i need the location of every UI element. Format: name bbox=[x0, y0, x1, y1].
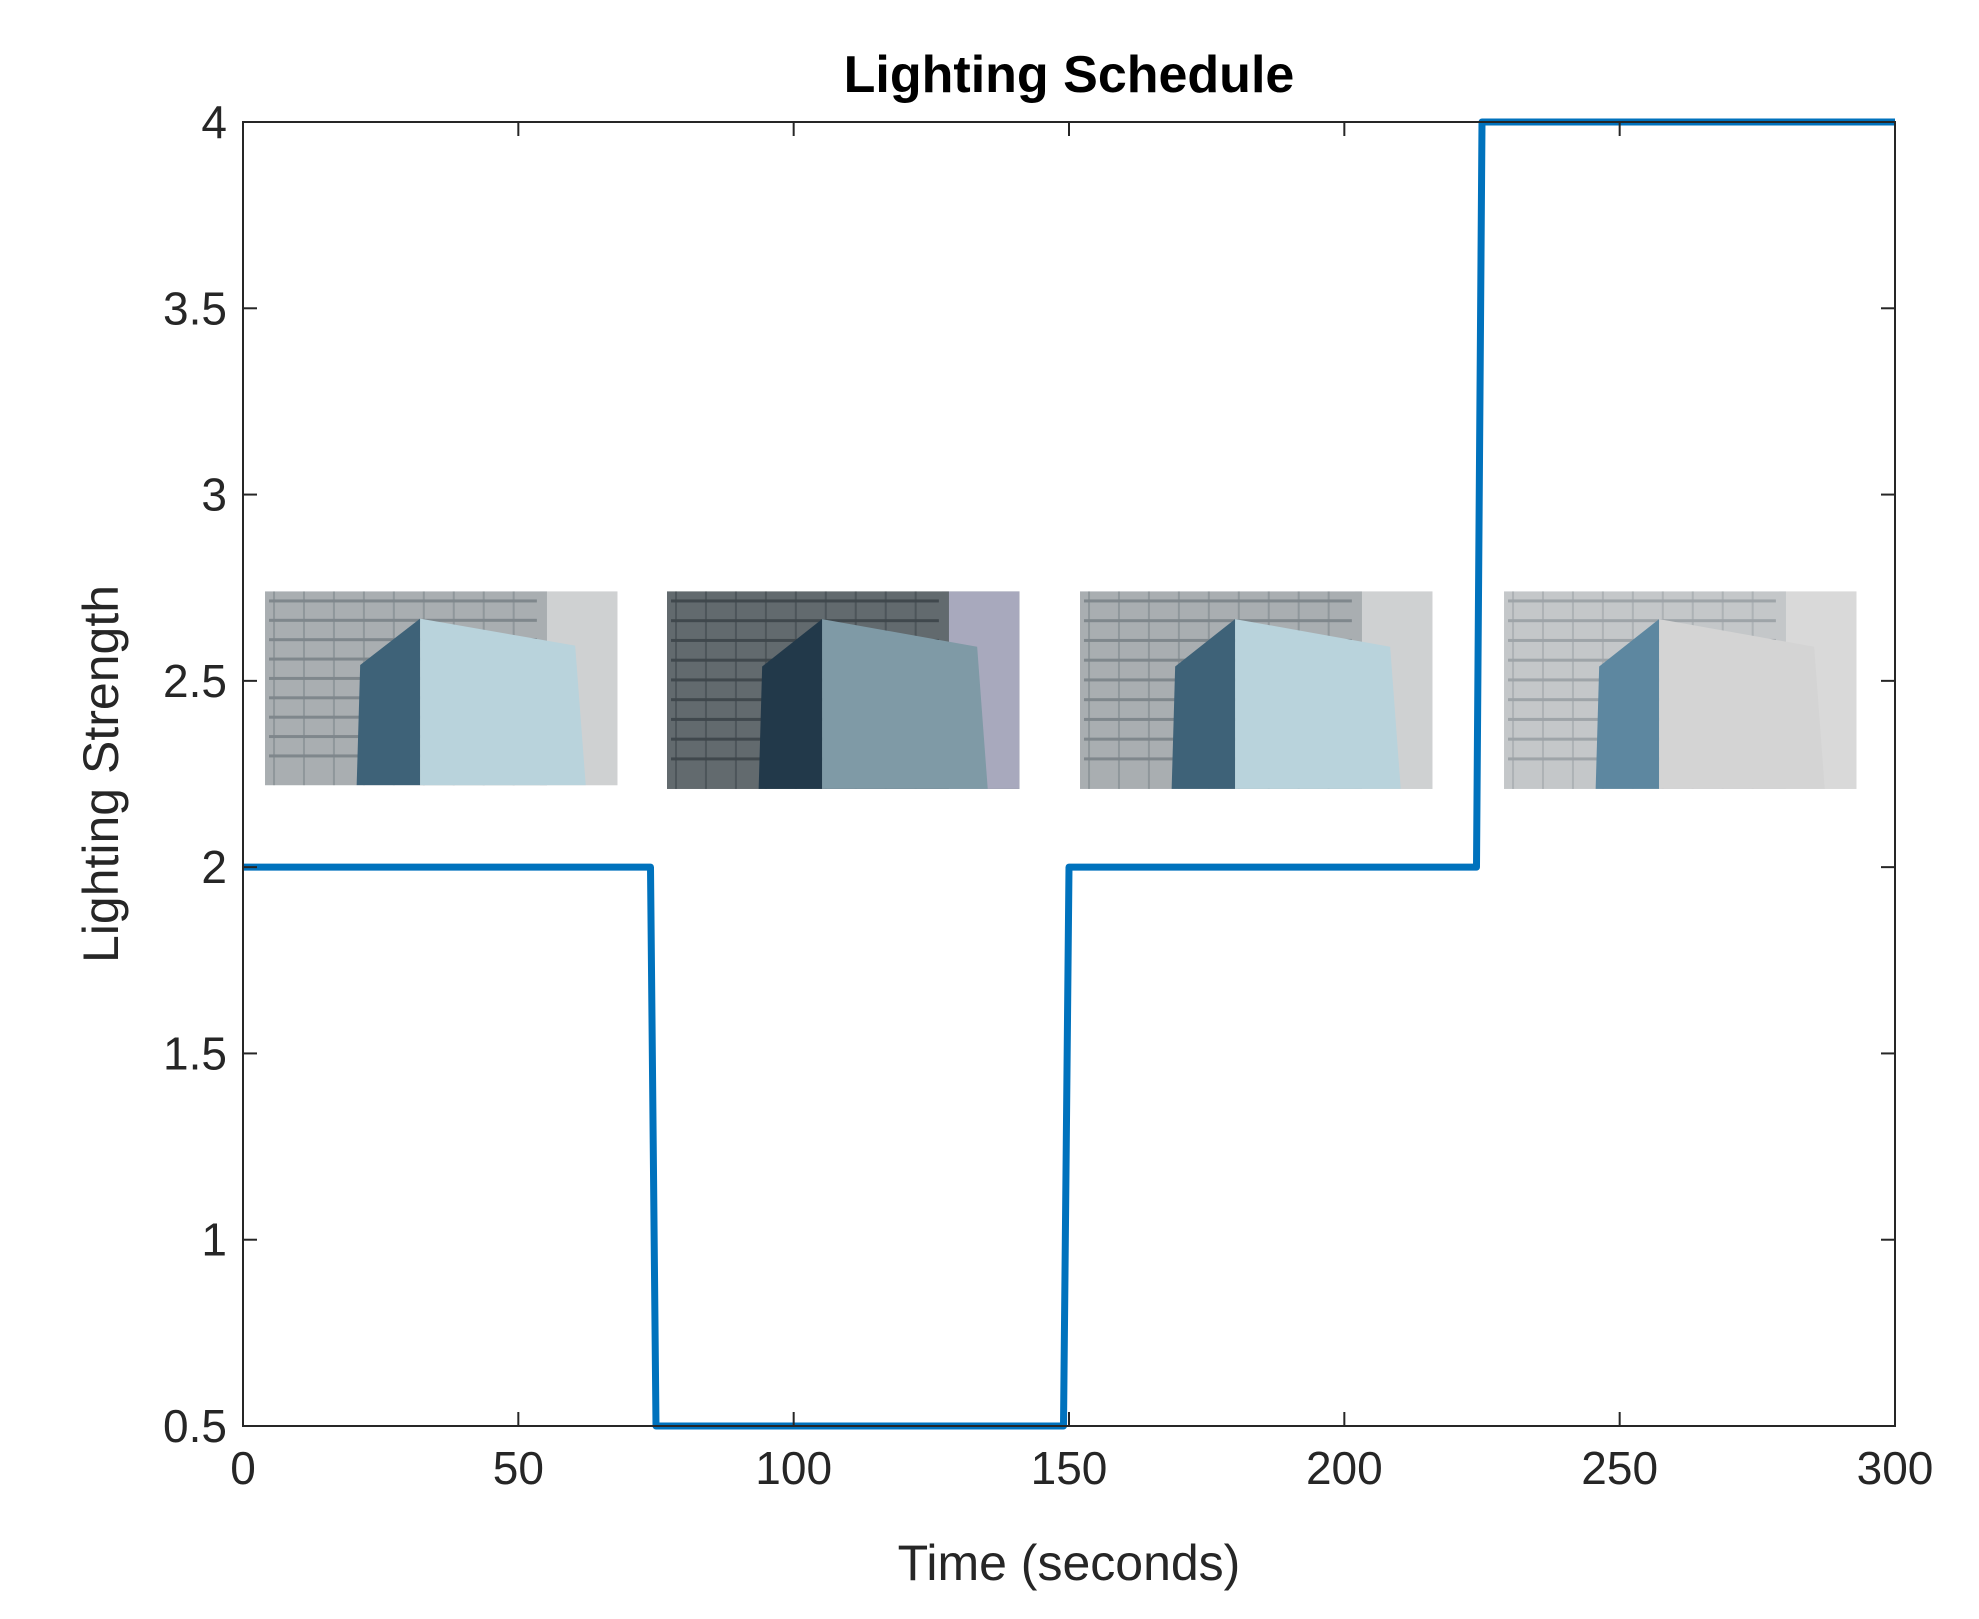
inset-cube-front bbox=[1235, 619, 1401, 789]
inset-window-col bbox=[1571, 591, 1574, 789]
inset-cube-front bbox=[822, 619, 988, 789]
inset-window-row bbox=[671, 599, 939, 603]
inset-photo-4 bbox=[1504, 591, 1857, 789]
inset-cube-side bbox=[758, 619, 823, 789]
y-tick-label: 2 bbox=[201, 841, 227, 893]
inset-cube-side bbox=[1595, 619, 1660, 789]
inset-window-col bbox=[1088, 591, 1091, 789]
y-tick-label: 3.5 bbox=[163, 282, 227, 334]
inset-window-col bbox=[675, 591, 678, 789]
inset-cube-side bbox=[356, 618, 421, 786]
inset-photo-2 bbox=[667, 591, 1020, 789]
inset-window-row bbox=[671, 619, 939, 623]
x-tick-label: 50 bbox=[493, 1442, 544, 1494]
y-tick-label: 3 bbox=[201, 469, 227, 521]
inset-cube-front bbox=[1659, 619, 1825, 789]
x-tick-label: 150 bbox=[1031, 1442, 1108, 1494]
y-tick-label: 2.5 bbox=[163, 655, 227, 707]
chart-title: Lighting Schedule bbox=[844, 46, 1295, 104]
inset-photo-1 bbox=[265, 591, 618, 786]
inset-window-row bbox=[269, 618, 537, 622]
inset-window-col bbox=[302, 591, 305, 786]
inset-window-col bbox=[1512, 591, 1515, 789]
inset-window-col bbox=[1541, 591, 1544, 789]
inset-window-row bbox=[1508, 619, 1776, 623]
x-tick-label: 300 bbox=[1857, 1442, 1934, 1494]
inset-window-col bbox=[273, 591, 276, 786]
inset-cube-side bbox=[1171, 619, 1236, 789]
series-line-1 bbox=[243, 118, 1895, 1430]
x-tick-label: 0 bbox=[230, 1442, 256, 1494]
y-axis-label: Lighting Strength bbox=[73, 585, 129, 963]
x-axis-label: Time (seconds) bbox=[898, 1535, 1241, 1591]
inset-window-row bbox=[1508, 599, 1776, 603]
inset-photo-3 bbox=[1080, 591, 1433, 789]
y-tick-label: 1.5 bbox=[163, 1027, 227, 1079]
y-tick-label: 0.5 bbox=[163, 1400, 227, 1452]
photo-insets bbox=[265, 591, 1857, 789]
tick-layer: 0 50 100 150 200 250 300 0.5 1 1.5 2 2.5 3 3.5 4 bbox=[163, 96, 1933, 1494]
y-tick-label: 4 bbox=[201, 96, 227, 148]
x-tick-label: 250 bbox=[1581, 1442, 1658, 1494]
x-tick-label: 100 bbox=[755, 1442, 832, 1494]
inset-cube-front bbox=[420, 618, 586, 786]
x-tick-label: 200 bbox=[1306, 1442, 1383, 1494]
inset-window-col bbox=[1147, 591, 1150, 789]
inset-window-row bbox=[1084, 599, 1352, 603]
inset-window-col bbox=[704, 591, 707, 789]
inset-window-row bbox=[269, 599, 537, 603]
inset-window-row bbox=[1084, 619, 1352, 623]
y-tick-label: 1 bbox=[201, 1214, 227, 1266]
inset-window-col bbox=[734, 591, 737, 789]
series-layer bbox=[243, 118, 1895, 1430]
inset-window-col bbox=[332, 591, 335, 786]
inset-window-col bbox=[1117, 591, 1120, 789]
